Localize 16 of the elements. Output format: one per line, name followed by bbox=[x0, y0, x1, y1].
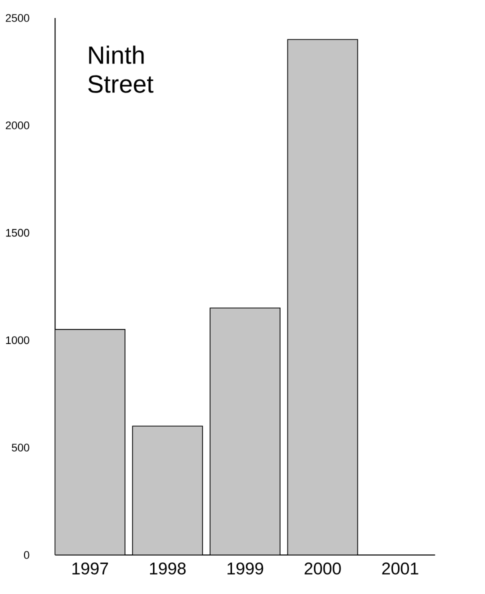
y-tick-label: 0 bbox=[24, 551, 30, 559]
bar bbox=[287, 39, 358, 555]
bar bbox=[210, 308, 280, 555]
bar bbox=[132, 426, 203, 555]
y-tick-label: 500 bbox=[12, 444, 30, 452]
bar bbox=[55, 329, 126, 555]
y-tick-label: 1000 bbox=[6, 336, 30, 344]
x-tick-label: 2000 bbox=[304, 562, 341, 574]
y-tick-label: 2500 bbox=[6, 14, 30, 22]
x-tick-label: 2001 bbox=[382, 562, 418, 574]
x-tick-label: 1999 bbox=[228, 562, 264, 574]
y-tick-label: 1500 bbox=[6, 228, 30, 237]
y-tick-label: 2000 bbox=[6, 122, 30, 130]
x-tick-label: 1998 bbox=[150, 562, 186, 574]
text: Ninth Street bbox=[88, 46, 154, 93]
x-tick-label: 1997 bbox=[72, 562, 108, 574]
